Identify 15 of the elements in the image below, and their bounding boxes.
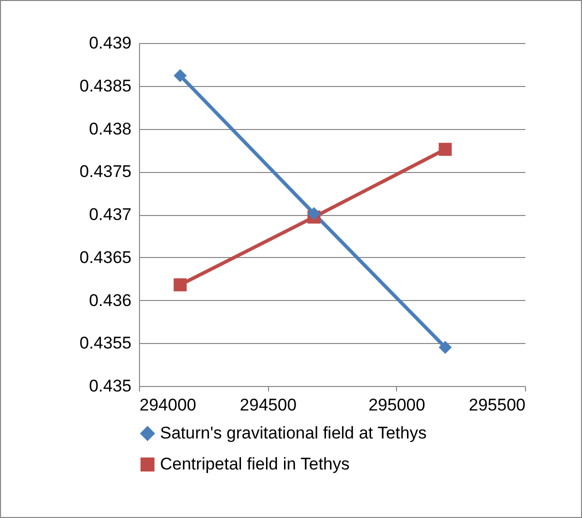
x-tick-label: 294500 [240, 396, 297, 414]
y-tick-label: 0.4365 [80, 248, 132, 267]
x-tick-label: 295000 [368, 396, 426, 414]
y-tick-label: 0.439 [88, 34, 132, 52]
y-tick-label: 0.4385 [80, 76, 132, 96]
legend-label: Centripetal field in Tethys [160, 454, 350, 474]
y-tick-label: 0.435 [88, 376, 132, 396]
y-tick-label: 0.4375 [80, 162, 132, 182]
x-tick-label: 295500 [468, 396, 526, 414]
y-tick-label: 0.438 [88, 119, 132, 138]
y-tick-label: 0.436 [88, 290, 132, 310]
y-tick-label: 0.4355 [80, 334, 132, 353]
y-tick-label: 0.437 [88, 205, 132, 224]
x-tick-label: 294000 [140, 396, 196, 414]
legend-label: Saturn's gravitational field at Tethys [160, 424, 427, 442]
